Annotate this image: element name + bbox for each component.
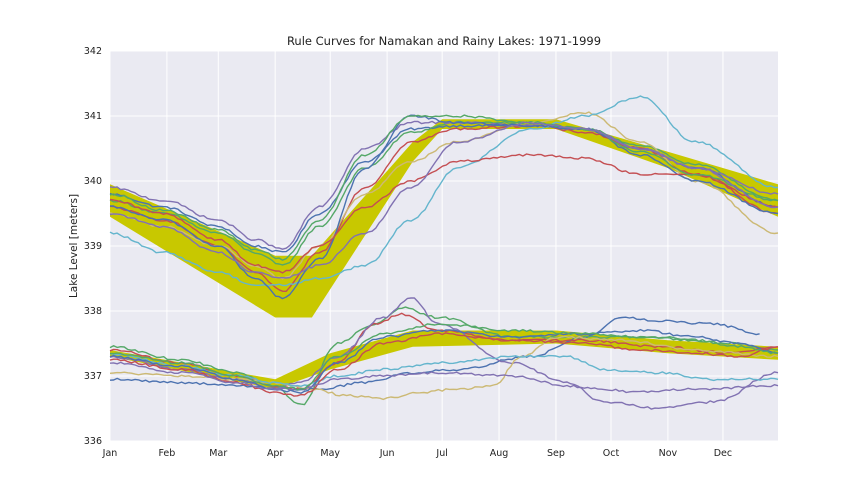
y-tick-label: 342 [84,46,102,57]
series-line [110,114,779,300]
y-tick-label: 338 [84,306,102,317]
lake-level-series [109,95,779,410]
y-tick-label: 340 [84,176,102,187]
series-line [109,353,779,387]
series-line [109,335,779,401]
rule-curve-band [110,119,778,318]
series-line [109,323,779,391]
y-tick-label: 339 [84,241,102,252]
series-line [109,316,760,391]
y-axis-label: Lake Level [meters] [68,194,80,298]
x-tick-label: Jan [102,448,118,459]
x-tick-label: Aug [490,448,509,459]
y-tick-label: 337 [84,371,102,382]
series-line [109,328,779,394]
x-tick-label: Feb [158,448,175,459]
x-tick-label: Dec [714,448,732,459]
series-line [109,121,779,279]
x-tick-label: Mar [209,448,227,459]
series-line [109,95,778,287]
series-line [109,153,779,274]
y-axis-ticks: 336 337 338 339 340 341 342 [84,46,102,447]
series-line [109,114,779,261]
x-tick-label: Jul [435,448,447,459]
y-tick-label: 341 [84,111,102,122]
x-tick-label: Oct [603,448,620,459]
x-tick-label: May [320,448,340,459]
x-tick-label: Jun [379,448,395,459]
x-tick-label: Apr [267,448,284,459]
series-line [109,120,779,266]
x-axis-ticks: Jan Feb Mar Apr May Jun Jul Aug Sep Oct Nov Dec [102,448,732,459]
x-tick-label: Nov [659,448,678,459]
x-tick-label: Sep [547,448,565,459]
series-line [109,361,779,394]
y-tick-label: 336 [84,436,102,447]
chart-title: Rule Curves for Namakan and Rainy Lakes:… [287,34,601,48]
